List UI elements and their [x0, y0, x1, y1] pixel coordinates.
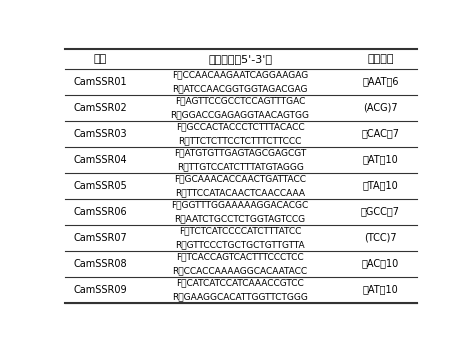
Text: R：TTCTCTTCCTCTTTCTTCCC: R：TTCTCTTCCTCTTTCTTCCC [179, 136, 302, 145]
Text: (TCC)7: (TCC)7 [364, 232, 397, 243]
Text: R：AATCTGCCTCTGGTAGTCCG: R：AATCTGCCTCTGGTAGTCCG [174, 214, 306, 223]
Text: 编号: 编号 [94, 53, 107, 64]
Text: （TA）10: （TA）10 [362, 181, 398, 191]
Text: （AT）10: （AT）10 [362, 155, 398, 164]
Text: R：ATCCAACGGTGGTAGACGAG: R：ATCCAACGGTGGTAGACGAG [172, 84, 308, 93]
Text: F：TCTCATCCCCATCTTTATCC: F：TCTCATCCCCATCTTTATCC [179, 226, 301, 235]
Text: CamSSR01: CamSSR01 [74, 77, 127, 87]
Text: R：TTCCATACAACTCAACCAAA: R：TTCCATACAACTCAACCAAA [175, 188, 305, 197]
Text: （AAT）6: （AAT）6 [362, 77, 399, 87]
Text: F：AGTTCCGCCTCCAGTTTGAC: F：AGTTCCGCCTCCAGTTTGAC [175, 96, 306, 105]
Text: F：CATCATCCATCAAACCGTCC: F：CATCATCCATCAAACCGTCC [176, 278, 304, 287]
Text: CamSSR02: CamSSR02 [74, 103, 127, 113]
Text: （CAC）7: （CAC）7 [361, 129, 400, 138]
Text: F：GCAAACACCAACTGATTACC: F：GCAAACACCAACTGATTACC [174, 175, 306, 183]
Text: CamSSR07: CamSSR07 [74, 232, 127, 243]
Text: (ACG)7: (ACG)7 [363, 103, 398, 113]
Text: R：GAAGGCACATTGGTTCTGGG: R：GAAGGCACATTGGTTCTGGG [172, 292, 308, 301]
Text: CamSSR04: CamSSR04 [74, 155, 127, 164]
Text: CamSSR09: CamSSR09 [74, 285, 127, 295]
Text: 引物序列（5'-3'）: 引物序列（5'-3'） [208, 53, 272, 64]
Text: R：GGACCGAGAGGTAACAGTGG: R：GGACCGAGAGGTAACAGTGG [171, 110, 310, 119]
Text: （GCC）7: （GCC）7 [361, 207, 400, 217]
Text: F：CCAACAAGAATCAGGAAGAG: F：CCAACAAGAATCAGGAAGAG [172, 70, 308, 79]
Text: CamSSR08: CamSSR08 [74, 259, 127, 269]
Text: R：TTGTCCATCTTTATGTAGGG: R：TTGTCCATCTTTATGTAGGG [177, 162, 304, 171]
Text: 重复单元: 重复单元 [367, 53, 394, 64]
Text: F：ATGTGTTGAGTAGCGAGCGT: F：ATGTGTTGAGTAGCGAGCGT [174, 149, 306, 157]
Text: F：TCACCAGTCACTTTCCCTCC: F：TCACCAGTCACTTTCCCTCC [176, 252, 304, 261]
Text: （AT）10: （AT）10 [362, 285, 398, 295]
Text: F：GCCACTACCCTCTTTACACC: F：GCCACTACCCTCTTTACACC [176, 122, 305, 132]
Text: F：GGTTTGGAAAAAGGACACGC: F：GGTTTGGAAAAAGGACACGC [172, 200, 309, 209]
Text: CamSSR03: CamSSR03 [74, 129, 127, 138]
Text: CamSSR06: CamSSR06 [74, 207, 127, 217]
Text: CamSSR05: CamSSR05 [74, 181, 127, 191]
Text: （AC）10: （AC）10 [362, 259, 399, 269]
Text: R：CCACCAAAAGGCACAATACC: R：CCACCAAAAGGCACAATACC [172, 266, 308, 275]
Text: R：GTTCCCTGCTGCTGTTGTTA: R：GTTCCCTGCTGCTGTTGTTA [175, 240, 305, 249]
